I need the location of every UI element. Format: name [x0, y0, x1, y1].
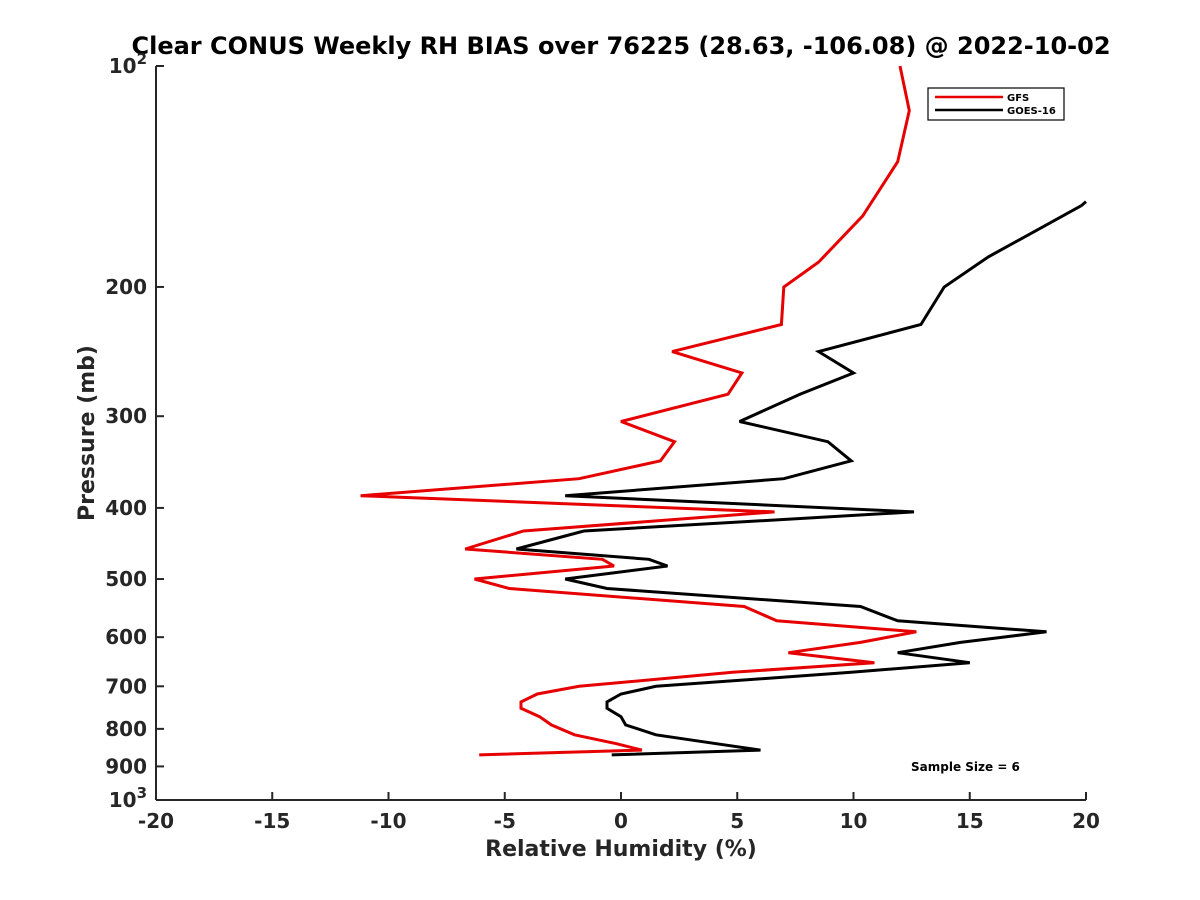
plot-axes	[155, 66, 1086, 801]
x-tick-label: 5	[730, 809, 744, 833]
x-tick-label: -10	[370, 809, 406, 833]
y-tick-label: 700	[105, 674, 147, 698]
y-tick-label: 500	[105, 567, 147, 591]
legend-label-goes16: GOES-16	[1007, 106, 1056, 117]
y-tick-label: 600	[105, 625, 147, 649]
y-tick-label: 300	[105, 404, 147, 428]
legend-box	[927, 87, 1065, 121]
legend: GFS GOES-16	[927, 87, 1065, 121]
x-tick-label: -20	[138, 809, 174, 833]
y-tick-label: 900	[105, 754, 147, 778]
x-tick-label: 20	[1072, 809, 1100, 833]
legend-label-gfs: GFS	[1007, 93, 1029, 104]
y-tick-label: 103	[109, 784, 147, 812]
x-axis-label: Relative Humidity (%)	[485, 837, 757, 862]
x-tick-label: -5	[494, 809, 516, 833]
series-layer	[360, 65, 1087, 757]
y-axis-label: Pressure (mb)	[75, 345, 100, 521]
x-ticks: -20 -15 -10 -5 0 5 10 15 20	[138, 792, 1100, 833]
series-line-gfs	[360, 65, 917, 757]
y-ticks: 102 200 300 400 500 600 700 800 900 103	[105, 50, 164, 812]
y-tick-label: 200	[105, 275, 147, 299]
x-tick-label: 15	[956, 809, 984, 833]
chart-title: Clear CONUS Weekly RH BIAS over 76225 (2…	[131, 32, 1110, 60]
x-tick-label: 0	[614, 809, 628, 833]
y-tick-label: 800	[105, 717, 147, 741]
x-tick-label: 10	[840, 809, 868, 833]
y-tick-label: 400	[105, 496, 147, 520]
x-tick-label: -15	[254, 809, 290, 833]
y-tick-label: 102	[109, 50, 147, 78]
sample-size-annotation: Sample Size = 6	[911, 760, 1020, 774]
series-line-goes16	[516, 200, 1087, 757]
